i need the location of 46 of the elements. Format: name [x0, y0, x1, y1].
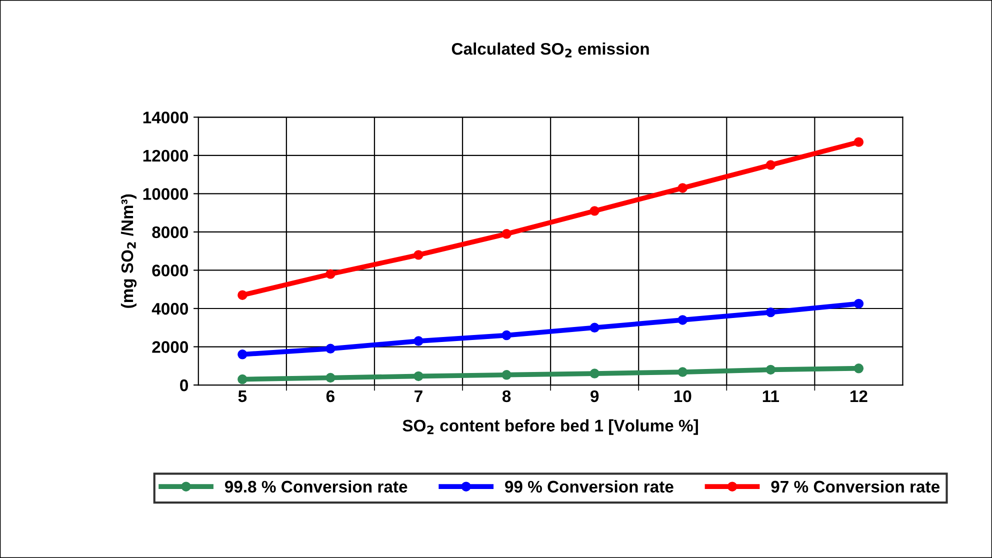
point [590, 368, 600, 378]
point [854, 364, 864, 374]
x-axis-title: SO$_{2}$ content before bed 1 [Volume %] [402, 419, 698, 435]
x-tick-label: 10 [674, 390, 692, 402]
point [414, 250, 424, 260]
point [590, 322, 600, 332]
chart-title: Calculated SO$_{2}$ emission [452, 42, 649, 58]
y-axis-title: (mg SO$_{2}$ /Nm³) [120, 194, 137, 308]
point [678, 315, 688, 325]
y-tick-label: 8000 [152, 226, 188, 238]
x-tick-label: 9 [590, 390, 599, 402]
point [678, 367, 688, 377]
point [854, 298, 864, 309]
y-tick-label: 14000 [143, 112, 188, 124]
point [326, 344, 336, 354]
x-tick-label: 8 [502, 390, 511, 402]
legend-label: 99.8 % Conversion rate [224, 480, 408, 493]
x-tick-label: 12 [850, 390, 868, 402]
point [414, 371, 424, 382]
point [766, 364, 776, 375]
y-tick-label: 6000 [152, 264, 188, 276]
point [766, 160, 776, 170]
legend-label: 97 % Conversion rate [771, 480, 940, 493]
point [238, 290, 248, 300]
y-tick-label: 0 [180, 379, 188, 392]
point [502, 229, 512, 239]
point [238, 350, 248, 360]
point [766, 307, 776, 318]
point [502, 330, 512, 340]
point [326, 372, 336, 383]
y-tick-label: 2000 [152, 341, 188, 353]
point [238, 374, 248, 384]
point [854, 137, 864, 147]
y-tick-label: 12000 [143, 150, 188, 162]
x-tick-label: 6 [326, 390, 334, 402]
point [502, 370, 512, 380]
legend-label: 99 % Conversion rate [505, 480, 674, 493]
point [326, 269, 336, 279]
x-tick-label: 5 [238, 390, 247, 402]
x-tick-label: 7 [414, 390, 422, 402]
point [678, 183, 688, 193]
x-tick-label: 11 [762, 390, 780, 402]
y-tick-label: 10000 [143, 188, 188, 200]
point [590, 206, 600, 216]
y-tick-label: 4000 [152, 302, 188, 315]
point [414, 336, 424, 346]
